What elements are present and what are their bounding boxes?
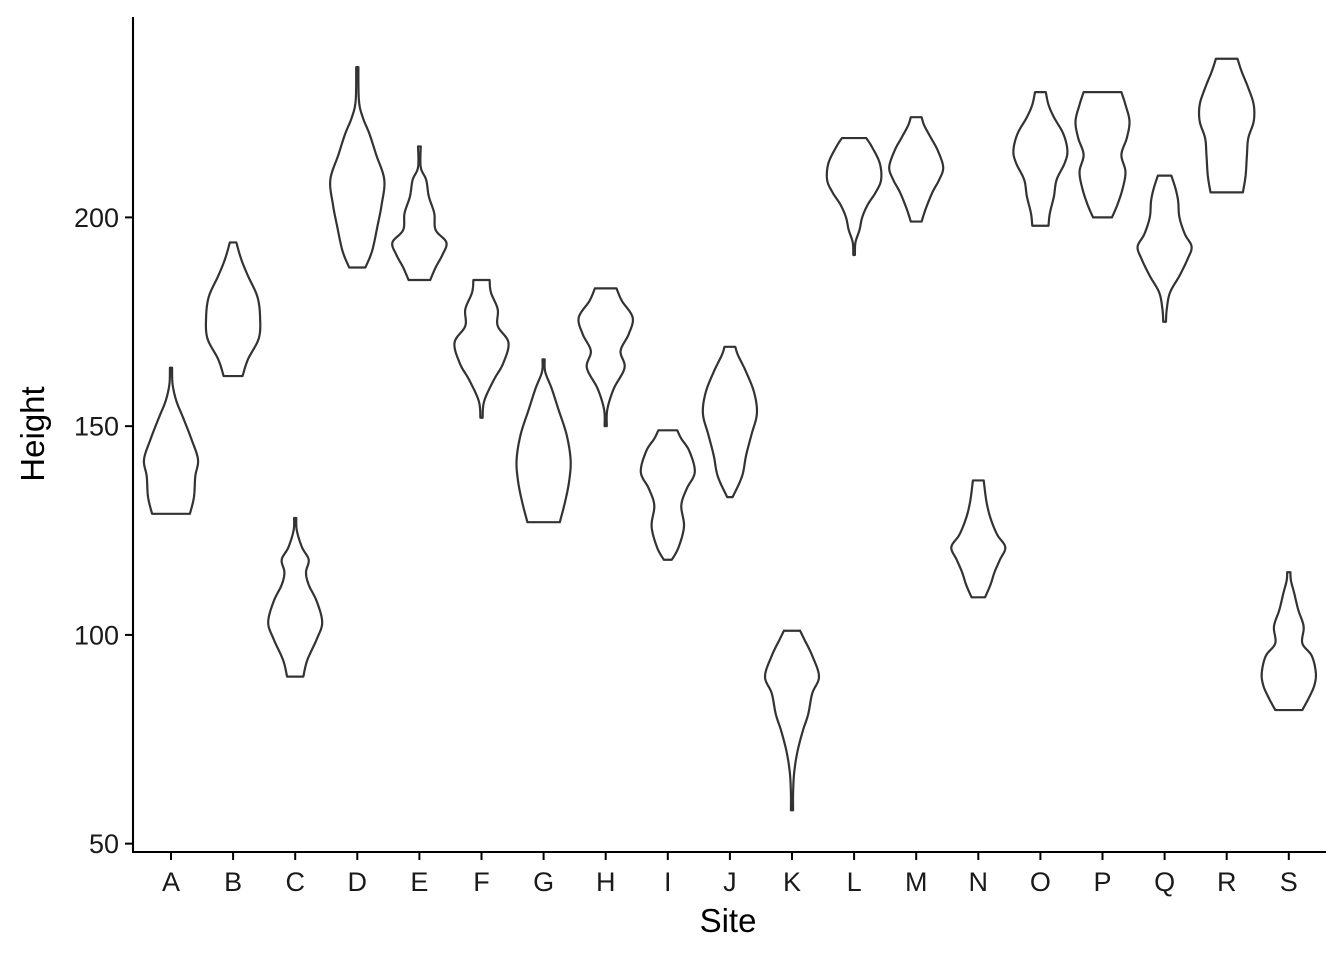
violin-J: [701, 345, 759, 499]
y-tick-label-50: 50: [89, 829, 119, 859]
violin-O: [1012, 91, 1069, 227]
y-tick-label-100: 100: [74, 620, 119, 650]
violin-N: [950, 479, 1007, 599]
violin-B: [204, 241, 262, 378]
x-tick-label-C: C: [285, 867, 305, 897]
x-axis-ticks: A B C D E F G H I J K L M N O P Q R S: [162, 852, 1298, 897]
x-tick-label-L: L: [847, 867, 862, 897]
y-tick-label-200: 200: [74, 203, 119, 233]
x-tick-label-N: N: [969, 867, 989, 897]
x-tick-label-S: S: [1280, 867, 1298, 897]
x-tick-label-F: F: [473, 867, 490, 897]
y-axis-ticks: 50 100 150 200: [74, 203, 133, 859]
violin-A: [142, 366, 200, 515]
x-tick-label-R: R: [1217, 867, 1237, 897]
violin-M: [888, 116, 945, 223]
violin-R: [1197, 57, 1256, 194]
violin-H: [577, 287, 635, 428]
x-tick-label-J: J: [723, 867, 737, 897]
x-tick-label-G: G: [533, 867, 554, 897]
x-tick-label-E: E: [410, 867, 428, 897]
x-tick-label-H: H: [596, 867, 616, 897]
y-tick-label-150: 150: [74, 412, 119, 442]
x-tick-label-O: O: [1030, 867, 1051, 897]
x-tick-label-D: D: [348, 867, 368, 897]
violin-S: [1260, 571, 1318, 712]
violin-G: [515, 358, 572, 524]
violin-I: [639, 429, 696, 561]
x-tick-label-I: I: [664, 867, 672, 897]
violin-K: [763, 629, 821, 812]
x-tick-label-M: M: [905, 867, 928, 897]
x-tick-label-P: P: [1093, 867, 1111, 897]
x-tick-label-A: A: [162, 867, 180, 897]
violin-Q: [1136, 174, 1193, 323]
violin-P: [1074, 91, 1131, 219]
y-axis-title: Height: [14, 386, 51, 481]
x-tick-label-B: B: [224, 867, 242, 897]
violin-D: [329, 66, 386, 269]
violin-layer: [142, 57, 1318, 812]
violin-C: [267, 516, 324, 678]
violin-L: [825, 136, 883, 257]
x-tick-label-K: K: [783, 867, 801, 897]
x-tick-label-Q: Q: [1154, 867, 1175, 897]
violin-E: [391, 145, 448, 282]
violin-F: [453, 278, 510, 419]
x-axis-title: Site: [700, 902, 757, 939]
